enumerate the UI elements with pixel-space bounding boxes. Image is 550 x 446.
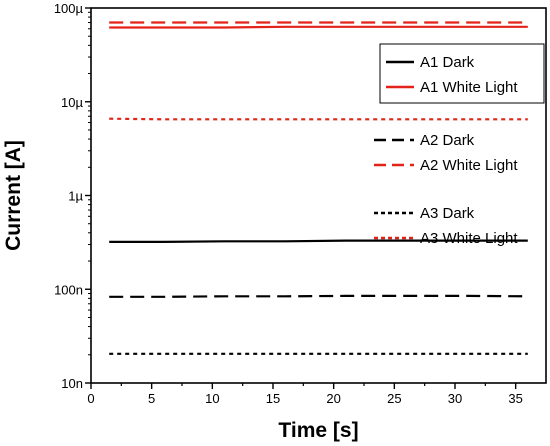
x-tick-label: 0	[87, 391, 94, 406]
y-tick-label: 10n	[61, 376, 83, 391]
x-tick-label: 30	[448, 391, 462, 406]
x-axis-title: Time [s]	[278, 419, 358, 442]
y-axis-title: Current [A]	[2, 140, 25, 251]
legend-label: A1 White Light	[420, 79, 518, 96]
series-line	[109, 117, 528, 121]
x-tick-label: 20	[326, 391, 340, 406]
series-line	[109, 294, 528, 298]
series-layer	[109, 21, 528, 355]
series-line	[109, 25, 528, 29]
y-tick-label: 100n	[54, 282, 83, 297]
legend-label: A3 Dark	[420, 205, 475, 222]
legend-label: A1 Dark	[420, 54, 475, 71]
y-tick-label: 1µ	[68, 189, 83, 204]
legend-label: A2 White Light	[420, 157, 518, 174]
x-tick-label: 35	[508, 391, 522, 406]
series-line	[109, 239, 528, 243]
axis-ticks: 0 5 10 15 20 25 30 35 10n 100n 1µ 10µ 100µ	[54, 1, 523, 406]
y-tick-label: 100µ	[54, 1, 84, 16]
legend-label: A2 Dark	[420, 132, 475, 149]
x-tick-label: 10	[205, 391, 219, 406]
plot-frame	[90, 7, 547, 384]
x-tick-label: 5	[148, 391, 155, 406]
x-tick-label: 25	[387, 391, 401, 406]
x-tick-label: 15	[266, 391, 280, 406]
legend-box	[379, 43, 545, 104]
legend: A1 Dark A1 White Light A2 Dark A2 White Lig…	[374, 43, 545, 247]
y-tick-label: 10µ	[61, 95, 83, 110]
legend-label: A3 White Light	[420, 230, 518, 247]
